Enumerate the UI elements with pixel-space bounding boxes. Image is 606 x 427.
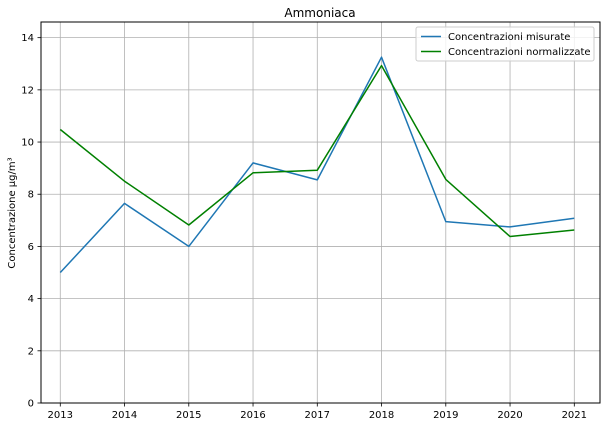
x-tick-label: 2021 (562, 410, 587, 421)
legend: Concentrazioni misurate Concentrazioni no… (415, 26, 595, 62)
y-axis: 0 2 4 6 8 10 12 14 (21, 33, 41, 410)
plot-area (41, 22, 600, 403)
y-tick-label: 8 (28, 190, 34, 201)
y-tick-label: 6 (28, 242, 34, 253)
chart-title: Ammoniaca (284, 6, 355, 20)
x-tick-label: 2014 (112, 410, 137, 421)
y-tick-label: 4 (28, 294, 34, 305)
y-tick-label: 2 (28, 346, 34, 357)
legend-label-2: Concentrazioni normalizzate (448, 47, 591, 58)
plot-frame (40, 21, 601, 404)
x-tick-label: 2016 (240, 410, 265, 421)
y-axis-label: Concentrazione μg/m³ (7, 157, 18, 268)
series-lines (59, 56, 575, 274)
y-tick-label: 10 (21, 138, 34, 149)
x-tick-label: 2019 (433, 410, 458, 421)
series-line-2 (59, 64, 575, 238)
series-line-1 (59, 56, 575, 274)
legend-label-1: Concentrazioni misurate (448, 32, 570, 43)
y-tick-label: 0 (28, 399, 34, 410)
x-axis: 2013 2014 2015 2016 2017 2018 2019 2020 2021 (48, 403, 587, 421)
x-tick-label: 2013 (48, 410, 73, 421)
x-tick-label: 2015 (176, 410, 201, 421)
x-tick-label: 2018 (369, 410, 394, 421)
legend-box (415, 26, 595, 62)
y-tick-label: 14 (21, 33, 34, 44)
x-tick-label: 2020 (497, 410, 522, 421)
y-tick-label: 12 (21, 85, 34, 96)
x-tick-label: 2017 (305, 410, 330, 421)
